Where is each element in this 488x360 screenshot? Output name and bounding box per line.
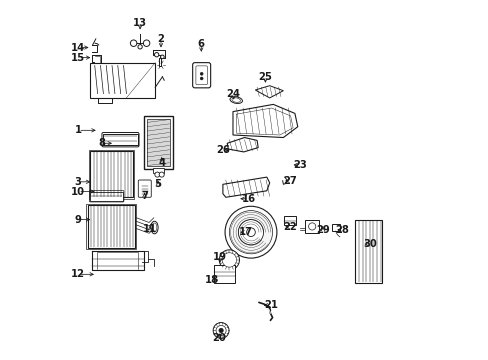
Text: 19: 19 <box>213 252 226 262</box>
Text: 2: 2 <box>157 34 164 44</box>
Circle shape <box>213 323 228 338</box>
Bar <box>89 150 134 199</box>
Text: 10: 10 <box>71 186 85 197</box>
Text: 6: 6 <box>197 39 204 49</box>
Circle shape <box>216 325 225 336</box>
Circle shape <box>219 250 239 270</box>
Ellipse shape <box>229 97 242 103</box>
Text: 23: 23 <box>293 160 306 170</box>
Bar <box>90 63 155 98</box>
Text: 3: 3 <box>75 177 81 187</box>
Text: 7: 7 <box>141 191 147 201</box>
Text: 8: 8 <box>99 138 105 148</box>
Ellipse shape <box>231 98 240 102</box>
Bar <box>88 205 134 248</box>
Text: 28: 28 <box>334 225 348 235</box>
Polygon shape <box>223 177 269 197</box>
Text: 13: 13 <box>133 18 147 28</box>
Circle shape <box>246 228 255 237</box>
Text: 12: 12 <box>71 269 85 279</box>
Text: 15: 15 <box>71 53 85 63</box>
Bar <box>305 220 319 233</box>
Text: 18: 18 <box>204 275 218 285</box>
Bar <box>153 168 163 173</box>
Text: 27: 27 <box>283 176 297 186</box>
Bar <box>146 119 170 166</box>
Circle shape <box>238 220 263 245</box>
Bar <box>213 265 235 283</box>
Text: 11: 11 <box>143 224 157 234</box>
Bar <box>103 134 137 145</box>
Ellipse shape <box>152 223 157 232</box>
Text: 30: 30 <box>362 239 376 249</box>
Circle shape <box>224 206 276 258</box>
Circle shape <box>229 211 272 254</box>
Text: 17: 17 <box>239 227 253 237</box>
Circle shape <box>155 172 160 177</box>
Circle shape <box>160 55 164 59</box>
Bar <box>143 116 173 169</box>
Text: 29: 29 <box>315 225 329 235</box>
Text: 24: 24 <box>226 89 240 99</box>
Text: 1: 1 <box>75 125 81 135</box>
Polygon shape <box>227 138 258 152</box>
Bar <box>355 220 382 283</box>
Circle shape <box>143 40 149 46</box>
Text: 25: 25 <box>258 72 272 82</box>
FancyBboxPatch shape <box>192 63 210 88</box>
Text: 4: 4 <box>158 158 165 168</box>
Bar <box>90 151 133 197</box>
Text: 20: 20 <box>212 333 226 343</box>
Text: 26: 26 <box>216 145 229 156</box>
Bar <box>86 204 136 249</box>
Text: 16: 16 <box>241 194 255 204</box>
Circle shape <box>200 77 203 80</box>
Circle shape <box>130 40 137 46</box>
Bar <box>331 224 339 231</box>
FancyBboxPatch shape <box>138 180 151 197</box>
Text: 22: 22 <box>283 222 297 232</box>
Circle shape <box>154 53 159 57</box>
FancyBboxPatch shape <box>196 66 207 85</box>
Text: 9: 9 <box>75 215 81 225</box>
Polygon shape <box>232 104 297 138</box>
Text: 14: 14 <box>71 42 85 53</box>
Bar <box>90 192 122 201</box>
Circle shape <box>159 172 164 177</box>
Bar <box>284 216 295 225</box>
Circle shape <box>222 253 236 267</box>
Ellipse shape <box>151 221 158 234</box>
Circle shape <box>308 223 315 230</box>
Circle shape <box>200 72 203 75</box>
Text: 5: 5 <box>154 179 161 189</box>
Polygon shape <box>255 86 283 98</box>
Circle shape <box>219 328 223 333</box>
Text: 21: 21 <box>263 300 277 310</box>
Circle shape <box>138 45 142 49</box>
